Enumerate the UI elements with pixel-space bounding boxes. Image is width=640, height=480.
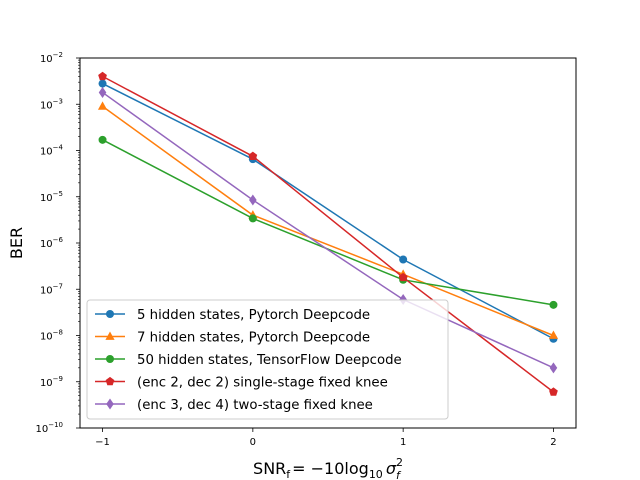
- legend-marker: [106, 355, 114, 363]
- data-point: [398, 272, 408, 282]
- x-label-snr-sub: f: [286, 468, 291, 480]
- y-tick-base: 10: [40, 378, 53, 389]
- series-line: [102, 105, 554, 337]
- data-point: [549, 300, 558, 309]
- data-point: [399, 255, 408, 264]
- data-point: [549, 387, 558, 396]
- y-tick-base: 10: [35, 424, 48, 435]
- x-label-sigma-sup: 2: [396, 456, 403, 469]
- y-tick-exponent: −2: [53, 51, 63, 59]
- y-tick-exponent: −7: [53, 282, 63, 290]
- y-tick-base: 10: [40, 147, 53, 158]
- y-tick-base: 10: [40, 193, 53, 204]
- x-label-sigma-sub: f: [396, 469, 402, 480]
- legend-marker: [106, 310, 114, 318]
- x-tick-label: 1: [400, 437, 406, 448]
- y-tick-exponent: −5: [53, 190, 63, 198]
- x-axis-label: SNRf = −10log10 σ2 f: [253, 456, 403, 480]
- y-tick-label: 10−7: [40, 282, 63, 296]
- legend-label: 50 hidden states, TensorFlow Deepcode: [137, 353, 402, 368]
- y-tick-exponent: −10: [48, 421, 63, 429]
- data-point: [248, 214, 257, 223]
- y-tick-label: 10−9: [40, 375, 63, 389]
- data-point: [549, 362, 558, 374]
- x-tick-label: 0: [250, 437, 256, 448]
- x-axis-ticks: −1 0 1 2: [95, 428, 557, 448]
- legend-item: (enc 2, dec 2) single-stage fixed knee: [95, 376, 388, 391]
- y-tick-label: 10−6: [40, 236, 64, 250]
- series-line: [102, 91, 554, 369]
- legend: 5 hidden states, Pytorch Deepcode 7 hidde…: [86, 299, 449, 420]
- legend-item: 50 hidden states, TensorFlow Deepcode: [95, 353, 402, 368]
- legend-marker: [105, 376, 115, 386]
- y-tick-label: 10−4: [40, 144, 64, 158]
- y-tick-exponent: −9: [53, 375, 63, 383]
- y-tick-exponent: −6: [53, 236, 64, 244]
- data-point: [248, 151, 258, 160]
- data-point: [249, 194, 257, 206]
- legend-box: [86, 299, 449, 420]
- x-label-snr: SNR: [253, 459, 286, 478]
- legend-label: (enc 2, dec 2) single-stage fixed knee: [137, 376, 388, 391]
- legend-label: 5 hidden states, Pytorch Deepcode: [137, 308, 370, 323]
- series-line: [102, 82, 554, 340]
- data-point: [98, 86, 107, 98]
- x-tick-label: −1: [95, 437, 110, 448]
- y-tick-label: 10−3: [40, 97, 63, 111]
- y-tick-exponent: −4: [53, 144, 64, 152]
- legend-label: 7 hidden states, Pytorch Deepcode: [137, 331, 370, 346]
- y-tick-label: 10−10: [35, 421, 63, 435]
- y-tick-label: 10−2: [40, 51, 63, 65]
- legend-item: 5 hidden states, Pytorch Deepcode: [95, 308, 370, 323]
- series-layer: [97, 71, 559, 396]
- y-tick-label: 10−5: [40, 190, 63, 204]
- series-line: [102, 75, 554, 393]
- y-tick-label: 10−8: [40, 329, 63, 343]
- legend-marker: [106, 398, 114, 410]
- data-point: [548, 330, 559, 339]
- data-point: [98, 135, 107, 144]
- legend-marker: [105, 331, 115, 340]
- data-point: [97, 101, 108, 110]
- y-tick-base: 10: [40, 332, 53, 343]
- x-tick-label: 2: [550, 437, 556, 448]
- legend-item: (enc 3, dec 4) two-stage fixed knee: [95, 398, 373, 413]
- legend-item: 7 hidden states, Pytorch Deepcode: [95, 331, 370, 346]
- y-tick-base: 10: [40, 285, 53, 296]
- x-label-formula: = −10log: [292, 459, 369, 478]
- x-label-sigma: σ: [386, 459, 397, 478]
- series-4: [98, 71, 558, 396]
- y-tick-exponent: −8: [53, 329, 63, 337]
- y-tick-exponent: −3: [53, 97, 63, 105]
- data-point: [98, 71, 107, 81]
- legend-label: (enc 3, dec 4) two-stage fixed knee: [137, 398, 373, 413]
- y-tick-base: 10: [40, 54, 53, 65]
- x-label-log-sub: 10: [369, 468, 383, 480]
- data-point: [98, 79, 107, 88]
- y-axis-label: BER: [7, 227, 26, 259]
- y-tick-base: 10: [40, 100, 53, 111]
- y-tick-base: 10: [40, 239, 53, 250]
